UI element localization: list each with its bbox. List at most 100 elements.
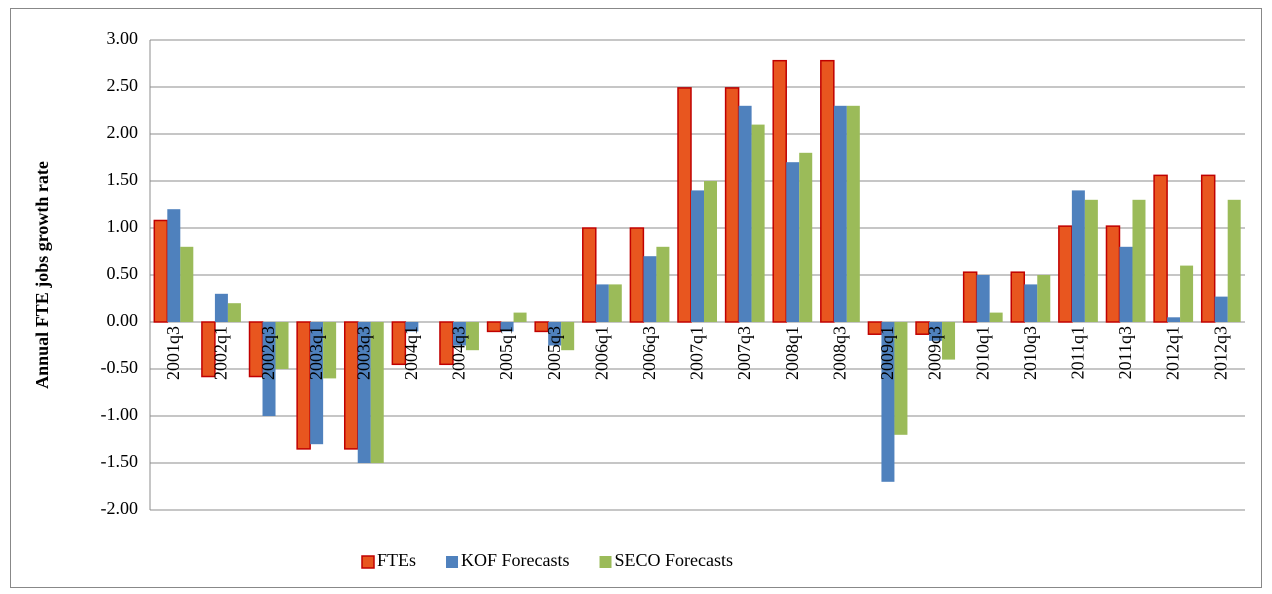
x-tick-label: 2002q1 bbox=[211, 326, 231, 380]
bar bbox=[180, 246, 194, 322]
y-tick-label: 2.00 bbox=[107, 122, 139, 142]
x-tick-label: 2011q3 bbox=[1115, 326, 1135, 379]
bar bbox=[405, 322, 419, 332]
x-tick-label: 2004q3 bbox=[449, 326, 469, 380]
bar bbox=[391, 321, 407, 366]
bar bbox=[820, 59, 835, 323]
bar bbox=[275, 322, 289, 369]
bar bbox=[894, 322, 908, 435]
x-tick-label: 2003q1 bbox=[306, 326, 326, 380]
legend-swatch bbox=[599, 556, 612, 568]
bar bbox=[561, 322, 575, 351]
bar bbox=[357, 322, 371, 463]
x-tick-label: 2010q1 bbox=[972, 326, 992, 380]
bar bbox=[548, 322, 562, 346]
bar bbox=[201, 321, 216, 378]
bar bbox=[724, 87, 740, 323]
x-tick-label: 2009q3 bbox=[925, 326, 945, 380]
bar bbox=[786, 162, 800, 322]
bar bbox=[962, 271, 978, 323]
bar bbox=[751, 124, 765, 322]
y-tick-label: 1.00 bbox=[107, 216, 139, 236]
y-axis-label: Annual FTE jobs growth rate bbox=[32, 161, 52, 389]
bar bbox=[513, 312, 527, 322]
legend-label: KOF Forecasts bbox=[461, 550, 570, 570]
y-tick-label: -2.00 bbox=[101, 498, 139, 518]
bar bbox=[1227, 199, 1241, 322]
bar bbox=[1010, 271, 1026, 323]
x-tick-label: 2008q1 bbox=[782, 326, 802, 380]
x-tick-label: 2009q1 bbox=[877, 326, 897, 380]
bar bbox=[1024, 284, 1038, 322]
bar bbox=[772, 59, 787, 323]
bar bbox=[989, 312, 1003, 322]
legend-label: FTEs bbox=[377, 550, 416, 570]
bar bbox=[833, 105, 847, 322]
x-tick-label: 2007q3 bbox=[734, 326, 754, 380]
bar bbox=[214, 293, 228, 322]
x-tick-label: 2003q3 bbox=[353, 326, 373, 380]
legend-swatch bbox=[446, 556, 459, 568]
bar bbox=[691, 190, 704, 322]
x-tick-label: 2010q3 bbox=[1020, 326, 1040, 380]
x-tick-label: 2007q1 bbox=[687, 326, 707, 380]
y-tick-label: 2.50 bbox=[107, 75, 139, 95]
bar bbox=[976, 275, 990, 322]
bar bbox=[881, 322, 895, 482]
chart-border bbox=[10, 8, 1262, 588]
bar bbox=[595, 284, 609, 322]
bar bbox=[167, 209, 181, 322]
bar bbox=[310, 322, 324, 445]
bar bbox=[942, 322, 956, 360]
legend-label: SECO Forecasts bbox=[615, 550, 734, 570]
x-tick-label: 2005q1 bbox=[496, 326, 516, 380]
x-tick-label: 2012q3 bbox=[1210, 326, 1230, 380]
bar bbox=[738, 105, 752, 322]
x-tick-label: 2001q3 bbox=[163, 326, 183, 380]
y-tick-label: 3.00 bbox=[107, 28, 139, 48]
bar bbox=[643, 256, 657, 322]
x-tick-label: 2006q3 bbox=[639, 326, 659, 380]
bar bbox=[500, 322, 514, 332]
bar bbox=[370, 322, 384, 463]
y-tick-label: 0.00 bbox=[107, 310, 139, 330]
bar bbox=[1132, 199, 1146, 322]
bar bbox=[846, 105, 860, 322]
bar bbox=[799, 152, 813, 322]
bar bbox=[1214, 296, 1228, 322]
bar bbox=[656, 246, 670, 322]
bar bbox=[1180, 265, 1194, 322]
x-tick-label: 2012q1 bbox=[1163, 326, 1183, 380]
x-tick-label: 2006q1 bbox=[591, 326, 611, 380]
bar bbox=[608, 284, 622, 322]
x-tick-label: 2008q3 bbox=[829, 326, 849, 380]
legend-swatch bbox=[361, 555, 375, 569]
bar bbox=[929, 322, 943, 341]
bar bbox=[1153, 174, 1168, 323]
bar bbox=[582, 227, 597, 323]
x-tick-label: 2002q3 bbox=[258, 326, 278, 380]
y-tick-label: -1.00 bbox=[101, 404, 139, 424]
y-tick-label: 0.50 bbox=[107, 263, 139, 283]
bar bbox=[1084, 199, 1098, 322]
bar bbox=[262, 322, 276, 416]
x-tick-label: 2005q3 bbox=[544, 326, 564, 380]
y-tick-label: -0.50 bbox=[101, 357, 139, 377]
bar bbox=[452, 322, 466, 346]
bar bbox=[323, 322, 337, 379]
bar bbox=[677, 87, 692, 323]
bar bbox=[1119, 246, 1133, 322]
x-tick-label: 2011q1 bbox=[1067, 326, 1087, 379]
bar bbox=[465, 322, 479, 351]
bar bbox=[1058, 225, 1073, 323]
bar bbox=[1167, 317, 1181, 322]
bar bbox=[227, 303, 241, 322]
bar bbox=[629, 227, 645, 323]
bar bbox=[1105, 225, 1121, 323]
bar bbox=[1071, 190, 1085, 322]
bar bbox=[704, 181, 717, 322]
bar bbox=[1200, 174, 1216, 323]
bar bbox=[1037, 275, 1051, 322]
x-tick-label: 2004q1 bbox=[401, 326, 421, 380]
